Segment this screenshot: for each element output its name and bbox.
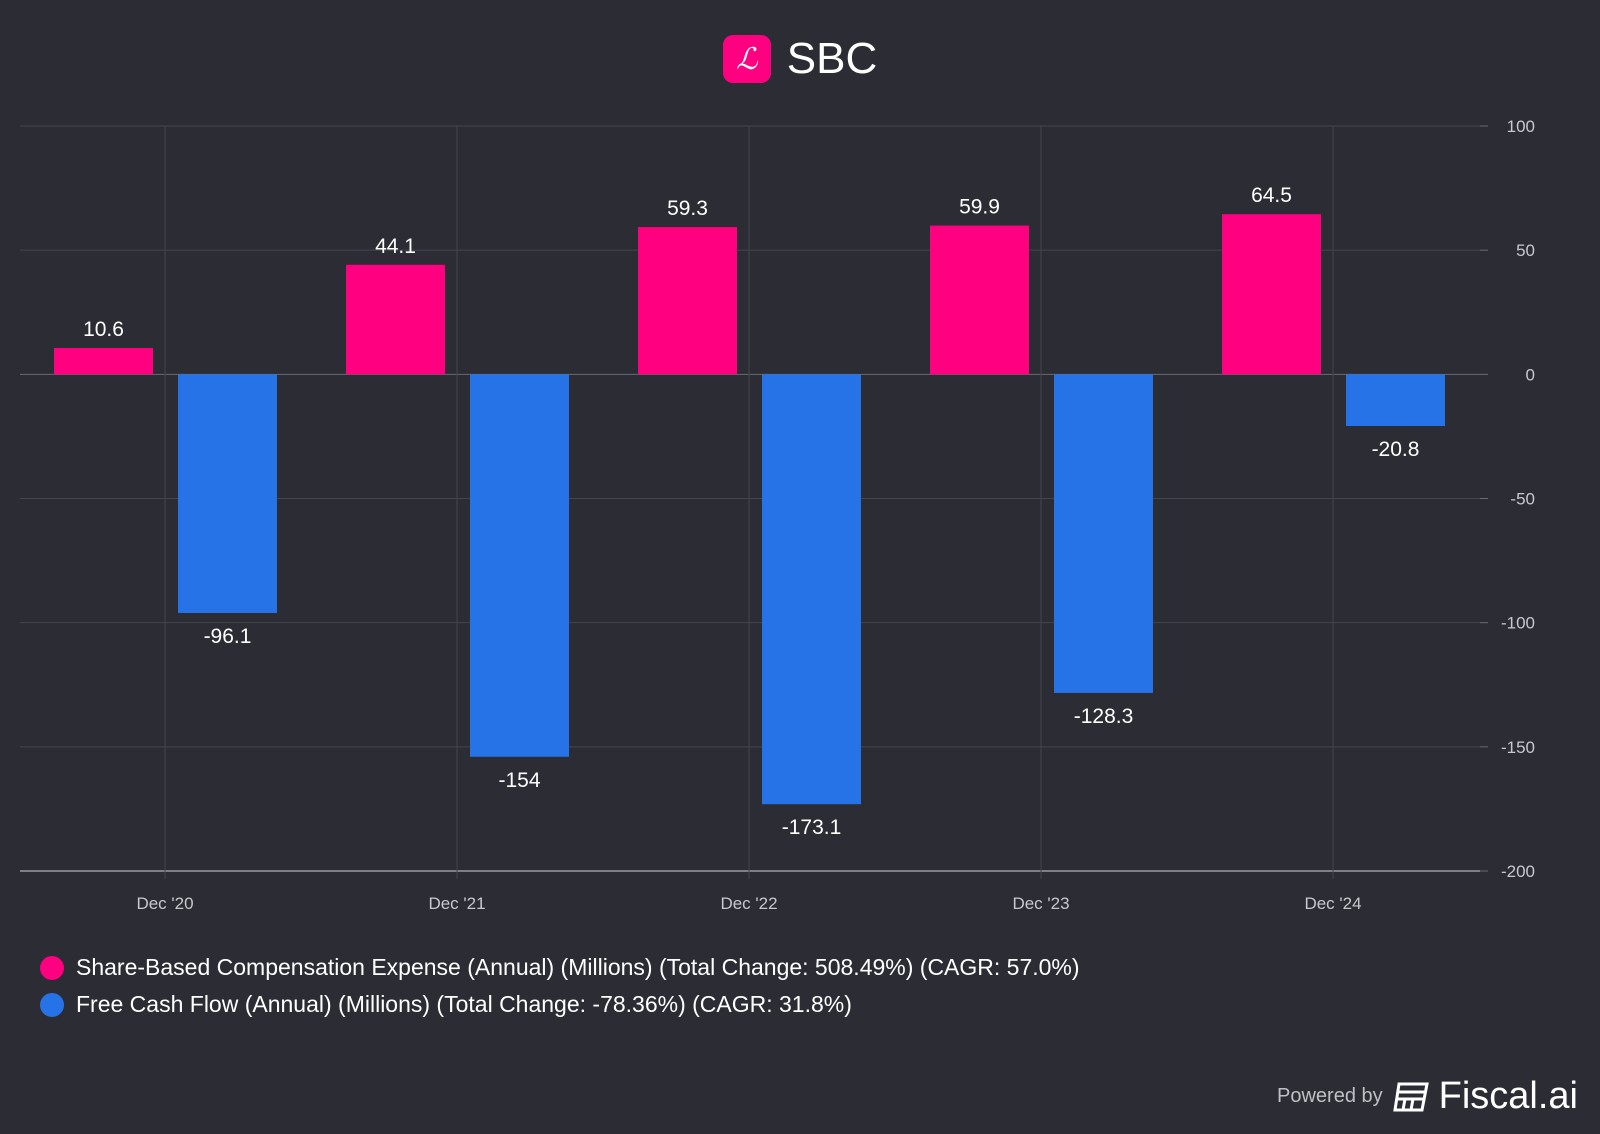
data-label: -128.3 (1074, 705, 1134, 728)
legend-item-fcf[interactable]: Free Cash Flow (Annual) (Millions) (Tota… (40, 991, 852, 1018)
x-tick-label: Dec '24 (1304, 894, 1361, 913)
bar-fcf (1346, 374, 1445, 426)
data-label: -173.1 (782, 816, 842, 839)
data-label: 59.9 (959, 196, 1000, 219)
company-logo-icon: ℒ (722, 35, 771, 83)
y-tick-label: -100 (1501, 614, 1535, 633)
legend-label: Share-Based Compensation Expense (Annual… (76, 954, 1080, 980)
data-label: 10.6 (83, 318, 124, 341)
bar-fcf (1054, 374, 1153, 693)
title-text: SBC (786, 34, 878, 83)
brand-text: Fiscal.ai (1438, 1075, 1578, 1117)
y-tick-label: -150 (1501, 738, 1535, 757)
y-tick-label: 100 (1507, 117, 1535, 136)
data-label: 59.3 (667, 197, 708, 220)
x-tick-label: Dec '22 (720, 894, 777, 913)
y-tick-label: 0 (1526, 365, 1535, 384)
bar-fcf (470, 374, 569, 757)
data-label: -154 (498, 769, 540, 792)
brand-logo[interactable]: Fiscal.ai (1392, 1075, 1578, 1118)
legend-item-sbc[interactable]: Share-Based Compensation Expense (Annual… (40, 954, 1080, 981)
fiscal-logo-icon (1392, 1082, 1429, 1111)
x-tick-label: Dec '21 (428, 894, 485, 913)
y-tick-label: -200 (1501, 862, 1535, 881)
footer: Powered by Fiscal.ai (1277, 1075, 1578, 1118)
data-label: -96.1 (204, 625, 252, 648)
bar-sbc (346, 264, 445, 375)
data-label: 44.1 (375, 235, 416, 258)
y-tick-label: 50 (1516, 241, 1535, 260)
bar-sbc (930, 225, 1029, 375)
legend-dot-icon (40, 955, 64, 980)
bar-sbc (1222, 214, 1321, 375)
data-label: 64.5 (1251, 184, 1292, 207)
bar-sbc (54, 348, 153, 375)
x-tick-label: Dec '20 (136, 894, 193, 913)
legend-dot-icon (40, 992, 64, 1017)
bar-fcf (178, 374, 277, 613)
powered-by-text: Powered by (1277, 1085, 1383, 1107)
legend-label: Free Cash Flow (Annual) (Millions) (Tota… (76, 991, 852, 1017)
x-tick-label: Dec '23 (1012, 894, 1069, 913)
bar-fcf (762, 374, 861, 805)
data-label: -20.8 (1372, 438, 1420, 461)
chart-title: ℒ SBC (0, 34, 1600, 84)
bar-chart: 100 50 0 -50 -100 -150 -200 Dec '20 Dec '21 Dec '… (20, 117, 1535, 913)
y-tick-label: -50 (1510, 490, 1535, 509)
bar-sbc (638, 227, 737, 375)
